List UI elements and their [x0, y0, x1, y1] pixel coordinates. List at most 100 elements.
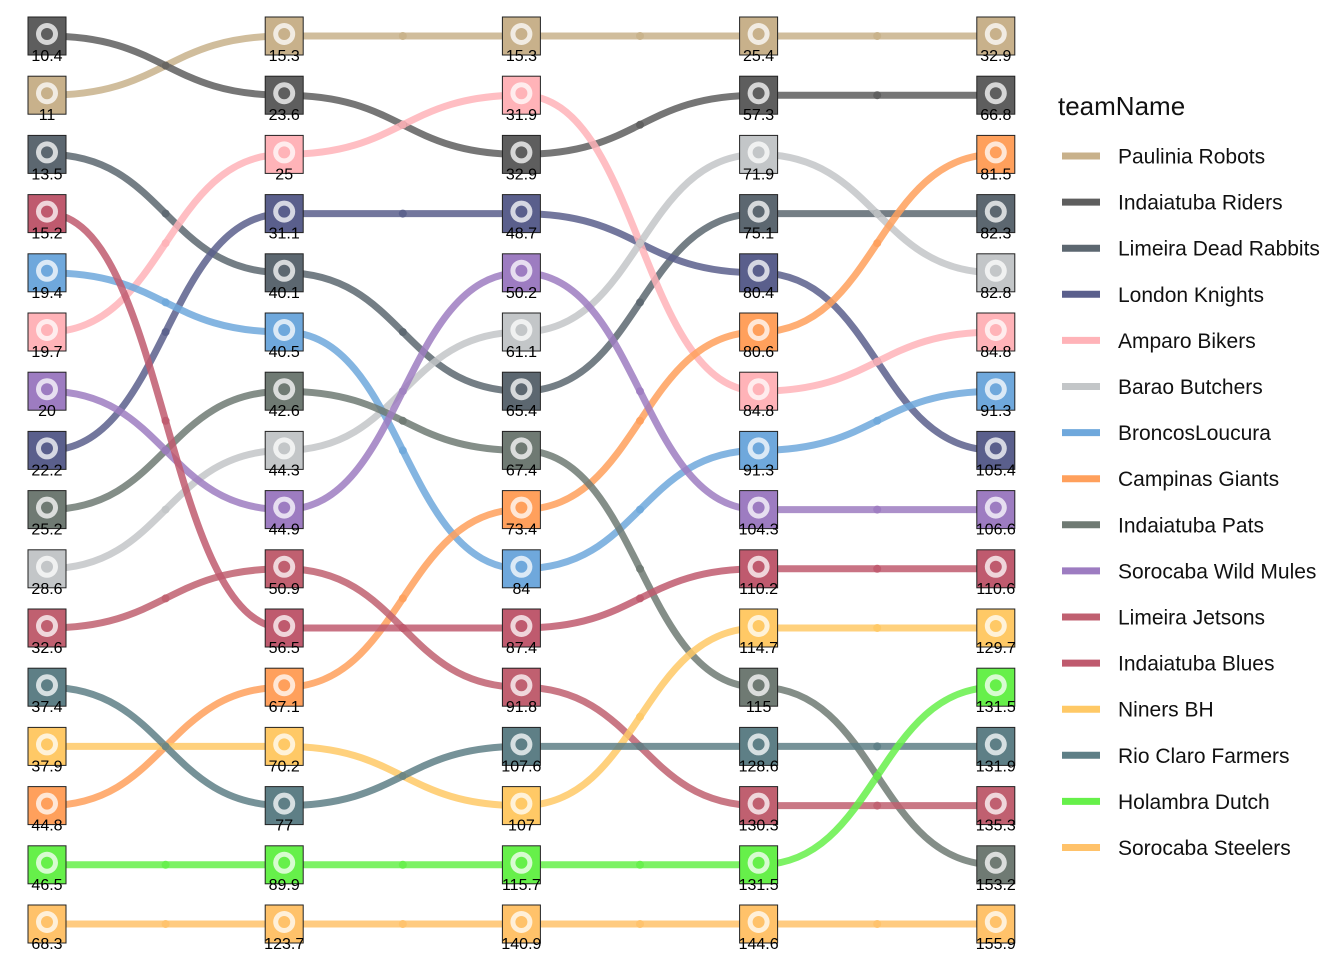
value-label-limeira-dead-rabbits-3: 65.4 — [506, 403, 537, 420]
value-label-indaiatuba-blues-3: 87.4 — [506, 640, 537, 657]
team-logo-icon-barao-butchers-2 — [264, 430, 304, 470]
team-logo-icon-niners-bh-4 — [739, 608, 779, 648]
midpoint-dot-london-knights-1 — [161, 328, 170, 336]
midpoint-dot-sorocaba-steelers-2 — [398, 920, 407, 928]
team-logo-icon-broncosloucura-5 — [976, 371, 1016, 411]
team-logo-icon-rio-claro-farmers-5 — [976, 726, 1016, 766]
legend-label-london-knights: London Knights — [1118, 284, 1264, 307]
value-label-rio-claro-farmers-3: 107.6 — [501, 758, 541, 775]
value-label-sorocaba-wild-mules-5: 106.6 — [976, 522, 1016, 539]
value-label-sorocaba-steelers-2: 123.7 — [264, 936, 304, 953]
team-logo-icon-limeira-jetsons-3 — [501, 667, 541, 707]
team-logo-icon-paulinia-robots-1 — [27, 75, 67, 115]
midpoint-dot-rio-claro-farmers-1 — [161, 742, 170, 751]
midpoint-dot-niners-bh-4 — [873, 624, 882, 632]
value-label-holambra-dutch-5: 131.5 — [976, 699, 1016, 716]
team-logo-icon-indaiatuba-pats-2 — [264, 371, 304, 411]
team-logo-icon-niners-bh-3 — [501, 786, 541, 826]
team-logo-icon-indaiatuba-pats-4 — [739, 667, 779, 707]
team-logo-icon-amparo-bikers-4 — [739, 371, 779, 411]
value-label-indaiatuba-riders-5: 66.8 — [980, 107, 1011, 124]
value-label-indaiatuba-riders-3: 32.9 — [506, 166, 537, 183]
team-logo-icon-sorocaba-wild-mules-5 — [976, 490, 1016, 530]
value-label-sorocaba-steelers-5: 155.9 — [976, 936, 1016, 953]
value-label-paulinia-robots-3: 15.3 — [506, 48, 537, 65]
value-label-amparo-bikers-5: 84.8 — [980, 344, 1011, 361]
midpoint-dot-paulinia-robots-3 — [636, 32, 644, 40]
value-labels: 11 15.3 15.3 25.4 32.9 10.4 23.6 32.9 57.3 66.8 13… — [31, 48, 1015, 953]
team-logo-icon-paulinia-robots-2 — [264, 16, 304, 56]
value-label-paulinia-robots-5: 32.9 — [980, 48, 1011, 65]
team-logo-icon-amparo-bikers-5 — [976, 312, 1016, 352]
legend-label-holambra-dutch: Holambra Dutch — [1118, 791, 1270, 814]
midpoint-dot-sorocaba-wild-mules-1 — [161, 446, 170, 455]
team-logo-icon-limeira-dead-rabbits-4 — [739, 194, 779, 234]
midpoint-dot-indaiatuba-pats-2 — [398, 416, 407, 425]
value-label-broncosloucura-2: 40.5 — [269, 344, 300, 361]
value-label-broncosloucura-1: 19.4 — [31, 285, 62, 302]
team-logo-icon-broncosloucura-3 — [501, 549, 541, 589]
team-logo-icon-sorocaba-steelers-5 — [976, 904, 1016, 944]
team-logo-icon-indaiatuba-blues-1 — [27, 194, 67, 234]
value-label-barao-butchers-4: 71.9 — [743, 166, 774, 183]
team-logo-icon-holambra-dutch-3 — [501, 845, 541, 885]
team-logo-icon-limeira-jetsons-1 — [27, 608, 67, 648]
midpoint-dot-indaiatuba-riders-1 — [161, 61, 170, 70]
value-label-broncosloucura-5: 91.3 — [980, 403, 1011, 420]
value-label-sorocaba-steelers-4: 144.6 — [739, 936, 779, 953]
midpoint-dot-campinas-giants-4 — [873, 239, 882, 248]
legend-label-rio-claro-farmers: Rio Claro Farmers — [1118, 745, 1290, 768]
midpoint-dot-limeira-jetsons-4 — [873, 801, 882, 810]
legend-label-indaiatuba-riders: Indaiatuba Riders — [1118, 192, 1283, 215]
value-label-paulinia-robots-2: 15.3 — [269, 48, 300, 65]
team-logo-icon-london-knights-5 — [976, 430, 1016, 470]
value-label-campinas-giants-4: 80.6 — [743, 344, 774, 361]
legend-label-limeira-dead-rabbits: Limeira Dead Rabbits — [1118, 238, 1320, 261]
value-label-indaiatuba-blues-1: 15.2 — [31, 226, 62, 243]
team-logo-icon-barao-butchers-3 — [501, 312, 541, 352]
value-label-indaiatuba-pats-1: 25.2 — [31, 522, 62, 539]
value-label-broncosloucura-3: 84 — [513, 581, 531, 598]
value-label-paulinia-robots-4: 25.4 — [743, 48, 774, 65]
midpoint-dot-rio-claro-farmers-3 — [636, 742, 644, 751]
midpoint-dot-broncosloucura-2 — [398, 446, 407, 455]
midpoint-dot-amparo-bikers-2 — [398, 120, 407, 129]
value-label-campinas-giants-5: 81.5 — [980, 166, 1011, 183]
team-logo-icon-limeira-jetsons-4 — [739, 786, 779, 826]
legend-label-niners-bh: Niners BH — [1118, 699, 1214, 722]
team-logo-icon-broncosloucura-2 — [264, 312, 304, 352]
value-label-limeira-dead-rabbits-5: 82.3 — [980, 226, 1011, 243]
value-label-limeira-jetsons-3: 91.8 — [506, 699, 537, 716]
team-logo-icon-paulinia-robots-5 — [976, 16, 1016, 56]
value-label-niners-bh-5: 129.7 — [976, 640, 1016, 657]
midpoint-dot-indaiatuba-blues-2 — [398, 624, 407, 632]
midpoint-dot-indaiatuba-blues-3 — [636, 594, 644, 603]
team-logo-icon-paulinia-robots-4 — [739, 16, 779, 56]
value-label-london-knights-2: 31.1 — [269, 226, 300, 243]
value-label-indaiatuba-blues-2: 56.5 — [269, 640, 300, 657]
team-logo-icon-campinas-giants-1 — [27, 786, 67, 826]
team-logo-icon-indaiatuba-blues-5 — [976, 549, 1016, 589]
value-label-sorocaba-wild-mules-2: 44.9 — [269, 522, 300, 539]
value-label-rio-claro-farmers-5: 131.9 — [976, 758, 1016, 775]
team-logo-icon-rio-claro-farmers-4 — [739, 726, 779, 766]
team-logo-icon-paulinia-robots-3 — [501, 16, 541, 56]
value-label-limeira-jetsons-5: 135.3 — [976, 818, 1016, 835]
team-logo-icon-indaiatuba-pats-1 — [27, 490, 67, 530]
value-label-rio-claro-farmers-2: 77 — [275, 818, 293, 835]
team-logo-icon-sorocaba-wild-mules-3 — [501, 253, 541, 293]
legend-label-campinas-giants: Campinas Giants — [1118, 468, 1279, 491]
value-label-niners-bh-1: 37.9 — [31, 758, 62, 775]
value-label-holambra-dutch-4: 131.5 — [739, 877, 779, 894]
team-logo-icon-holambra-dutch-2 — [264, 845, 304, 885]
legend-title: teamName — [1058, 91, 1185, 121]
team-logo-icon-broncosloucura-4 — [739, 430, 779, 470]
legend: teamName Paulinia Robots Indaiatuba Rider… — [1058, 91, 1320, 860]
midpoint-dot-campinas-giants-2 — [398, 594, 407, 603]
legend-label-amparo-bikers: Amparo Bikers — [1118, 330, 1256, 353]
team-logo-icons — [27, 16, 1016, 944]
midpoint-dot-holambra-dutch-1 — [161, 860, 170, 869]
value-label-indaiatuba-pats-5: 153.2 — [976, 877, 1016, 894]
midpoint-dot-indaiatuba-riders-3 — [636, 120, 644, 129]
